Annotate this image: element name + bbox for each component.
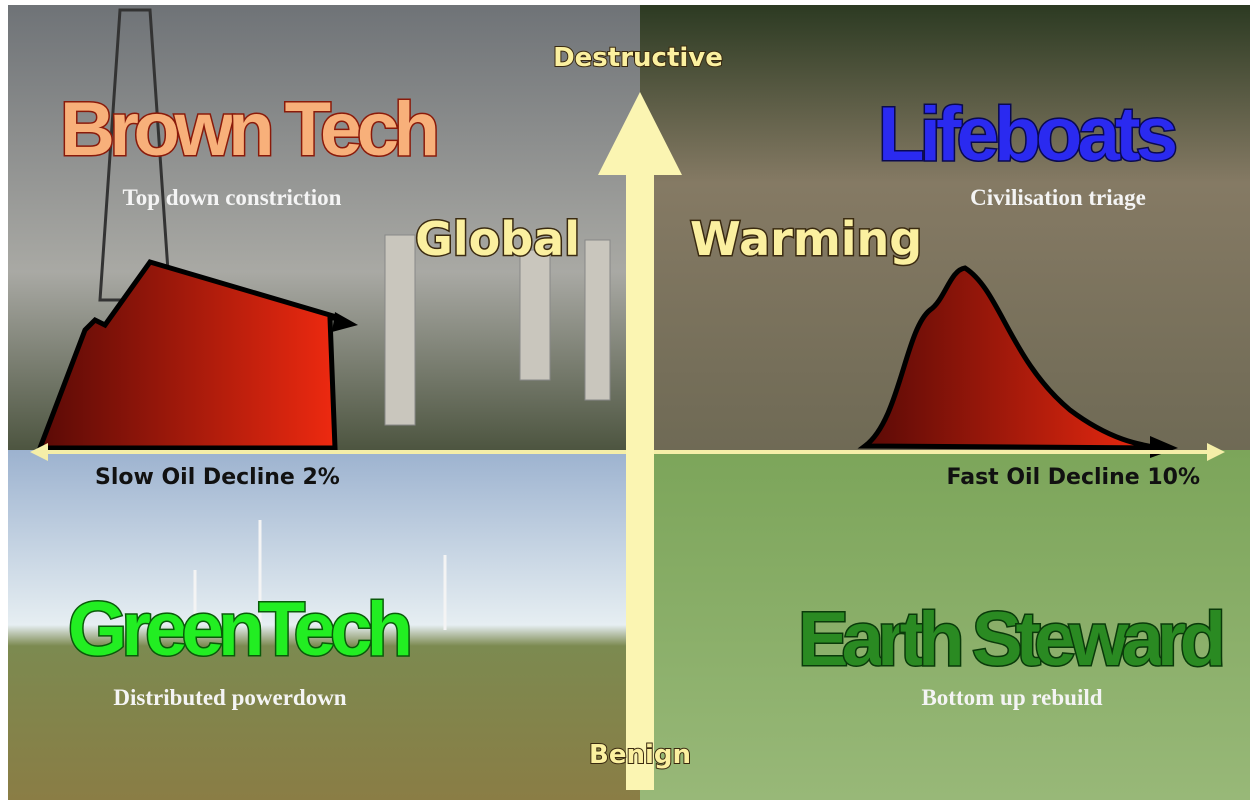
quadrant-title: Earth Steward — [798, 597, 1226, 682]
quadrant-title: GreenTech — [68, 587, 413, 672]
center-label: Warming — [690, 212, 922, 266]
axis-label-top: Destructive — [553, 43, 723, 73]
quadrant-title: Lifeboats — [878, 92, 1178, 177]
diagram: Brown Tech Top down constriction Lifeboa… — [0, 0, 1253, 805]
quadrant-subtitle: Bottom up rebuild — [921, 685, 1102, 710]
quadrant-subtitle: Distributed powerdown — [113, 685, 346, 710]
quadrant-subtitle: Civilisation triage — [970, 185, 1146, 210]
axis-label-bottom: Benign — [589, 740, 691, 770]
center-label: Global — [415, 212, 580, 266]
quadrant-title: Brown Tech — [60, 87, 440, 172]
axis-label-left: Slow Oil Decline 2% — [95, 465, 340, 490]
axis-label-right: Fast Oil Decline 10% — [946, 465, 1200, 490]
quadrant-subtitle: Top down constriction — [123, 185, 342, 210]
